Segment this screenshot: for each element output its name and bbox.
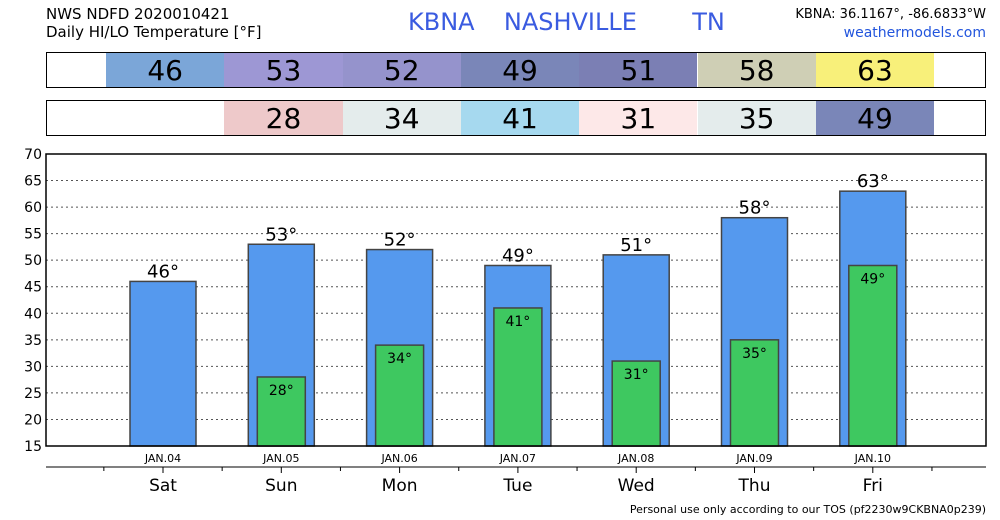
date-label: JAN.09 xyxy=(735,452,772,465)
high-temp-label: 53° xyxy=(265,224,297,245)
day-label: Sat xyxy=(149,476,177,496)
high-temp-cell: 53 xyxy=(224,53,343,87)
date-label: JAN.10 xyxy=(854,452,891,465)
high-temp-cell: 51 xyxy=(579,53,698,87)
y-tick-label: 55 xyxy=(24,227,42,243)
y-tick-label: 50 xyxy=(24,253,42,269)
site-link[interactable]: weathermodels.com xyxy=(843,25,986,41)
chart-header-right: KBNA: 36.1167°, -86.6833°W weathermodels… xyxy=(795,5,986,43)
high-temp-label: 46° xyxy=(147,261,179,282)
date-label: JAN.05 xyxy=(262,452,299,465)
high-temp-cell: 49 xyxy=(460,53,580,87)
date-label: JAN.04 xyxy=(144,452,181,465)
day-label: Thu xyxy=(738,476,771,496)
low-temp-strip: 28 34 41 31 35 49 xyxy=(46,100,986,136)
y-tick-label: 30 xyxy=(24,359,42,375)
date-label: JAN.06 xyxy=(380,452,417,465)
high-temp-bar xyxy=(129,280,197,447)
low-temp-bar xyxy=(729,339,780,447)
footer-notice: Personal use only according to our TOS (… xyxy=(629,503,986,516)
y-tick-label: 35 xyxy=(24,333,42,349)
low-temp-label: 34° xyxy=(387,351,412,367)
station-city: NASHVILLE xyxy=(503,8,637,36)
day-label: Tue xyxy=(502,476,532,496)
low-temp-cell: 31 xyxy=(579,101,698,135)
low-temp-cell: 34 xyxy=(342,101,461,135)
y-tick-label: 15 xyxy=(24,439,42,455)
chart-title: Daily HI/LO Temperature [°F] xyxy=(46,23,262,41)
day-label: Wed xyxy=(618,476,655,496)
y-tick-label: 40 xyxy=(24,306,42,322)
high-temp-label: 58° xyxy=(739,198,771,219)
low-temp-label: 35° xyxy=(742,346,767,362)
date-label: JAN.07 xyxy=(499,452,536,465)
low-temp-label: 49° xyxy=(860,271,885,287)
low-temp-cell: 35 xyxy=(697,101,816,135)
y-tick-label: 20 xyxy=(24,412,42,428)
low-temp-cell: 49 xyxy=(815,101,935,135)
low-temp-label: 28° xyxy=(269,383,294,399)
high-temp-cell: 63 xyxy=(815,53,935,87)
y-tick-label: 60 xyxy=(24,200,42,216)
low-temp-label: 41° xyxy=(505,314,530,330)
high-temp-label: 63° xyxy=(857,171,889,192)
date-label: JAN.08 xyxy=(617,452,654,465)
model-run-label: NWS NDFD 2020010421 xyxy=(46,5,230,23)
high-temp-label: 49° xyxy=(502,245,534,266)
low-temp-label: 31° xyxy=(624,367,649,383)
high-temp-cell: 58 xyxy=(697,53,816,87)
station-coords: KBNA: 36.1167°, -86.6833°W xyxy=(795,7,986,22)
station-state: TN xyxy=(692,8,725,36)
y-tick-label: 45 xyxy=(24,280,42,296)
high-temp-label: 52° xyxy=(384,230,416,251)
station-id: KBNA xyxy=(408,8,475,36)
low-temp-bar xyxy=(374,344,425,447)
high-temp-cell: 52 xyxy=(342,53,461,87)
high-temp-label: 51° xyxy=(620,235,652,256)
high-temp-cell: 46 xyxy=(106,53,225,87)
low-temp-bar xyxy=(848,264,898,447)
low-temp-bar xyxy=(256,376,307,447)
day-label: Fri xyxy=(863,476,883,496)
high-temp-strip: 46 53 52 49 51 58 63 xyxy=(46,52,986,88)
y-tick-label: 65 xyxy=(24,174,42,190)
chart-header-left: NWS NDFD 2020010421 Daily HI/LO Temperat… xyxy=(46,5,262,41)
plot-frame xyxy=(45,153,987,447)
station-title: KBNA NASHVILLE TN xyxy=(408,8,725,36)
low-temp-bar xyxy=(611,360,661,447)
low-temp-cell: 41 xyxy=(460,101,580,135)
day-label: Sun xyxy=(265,476,297,496)
y-tick-label: 25 xyxy=(24,386,42,402)
y-tick-label: 70 xyxy=(24,147,42,163)
low-temp-cell: 28 xyxy=(224,101,343,135)
day-label: Mon xyxy=(382,476,418,496)
